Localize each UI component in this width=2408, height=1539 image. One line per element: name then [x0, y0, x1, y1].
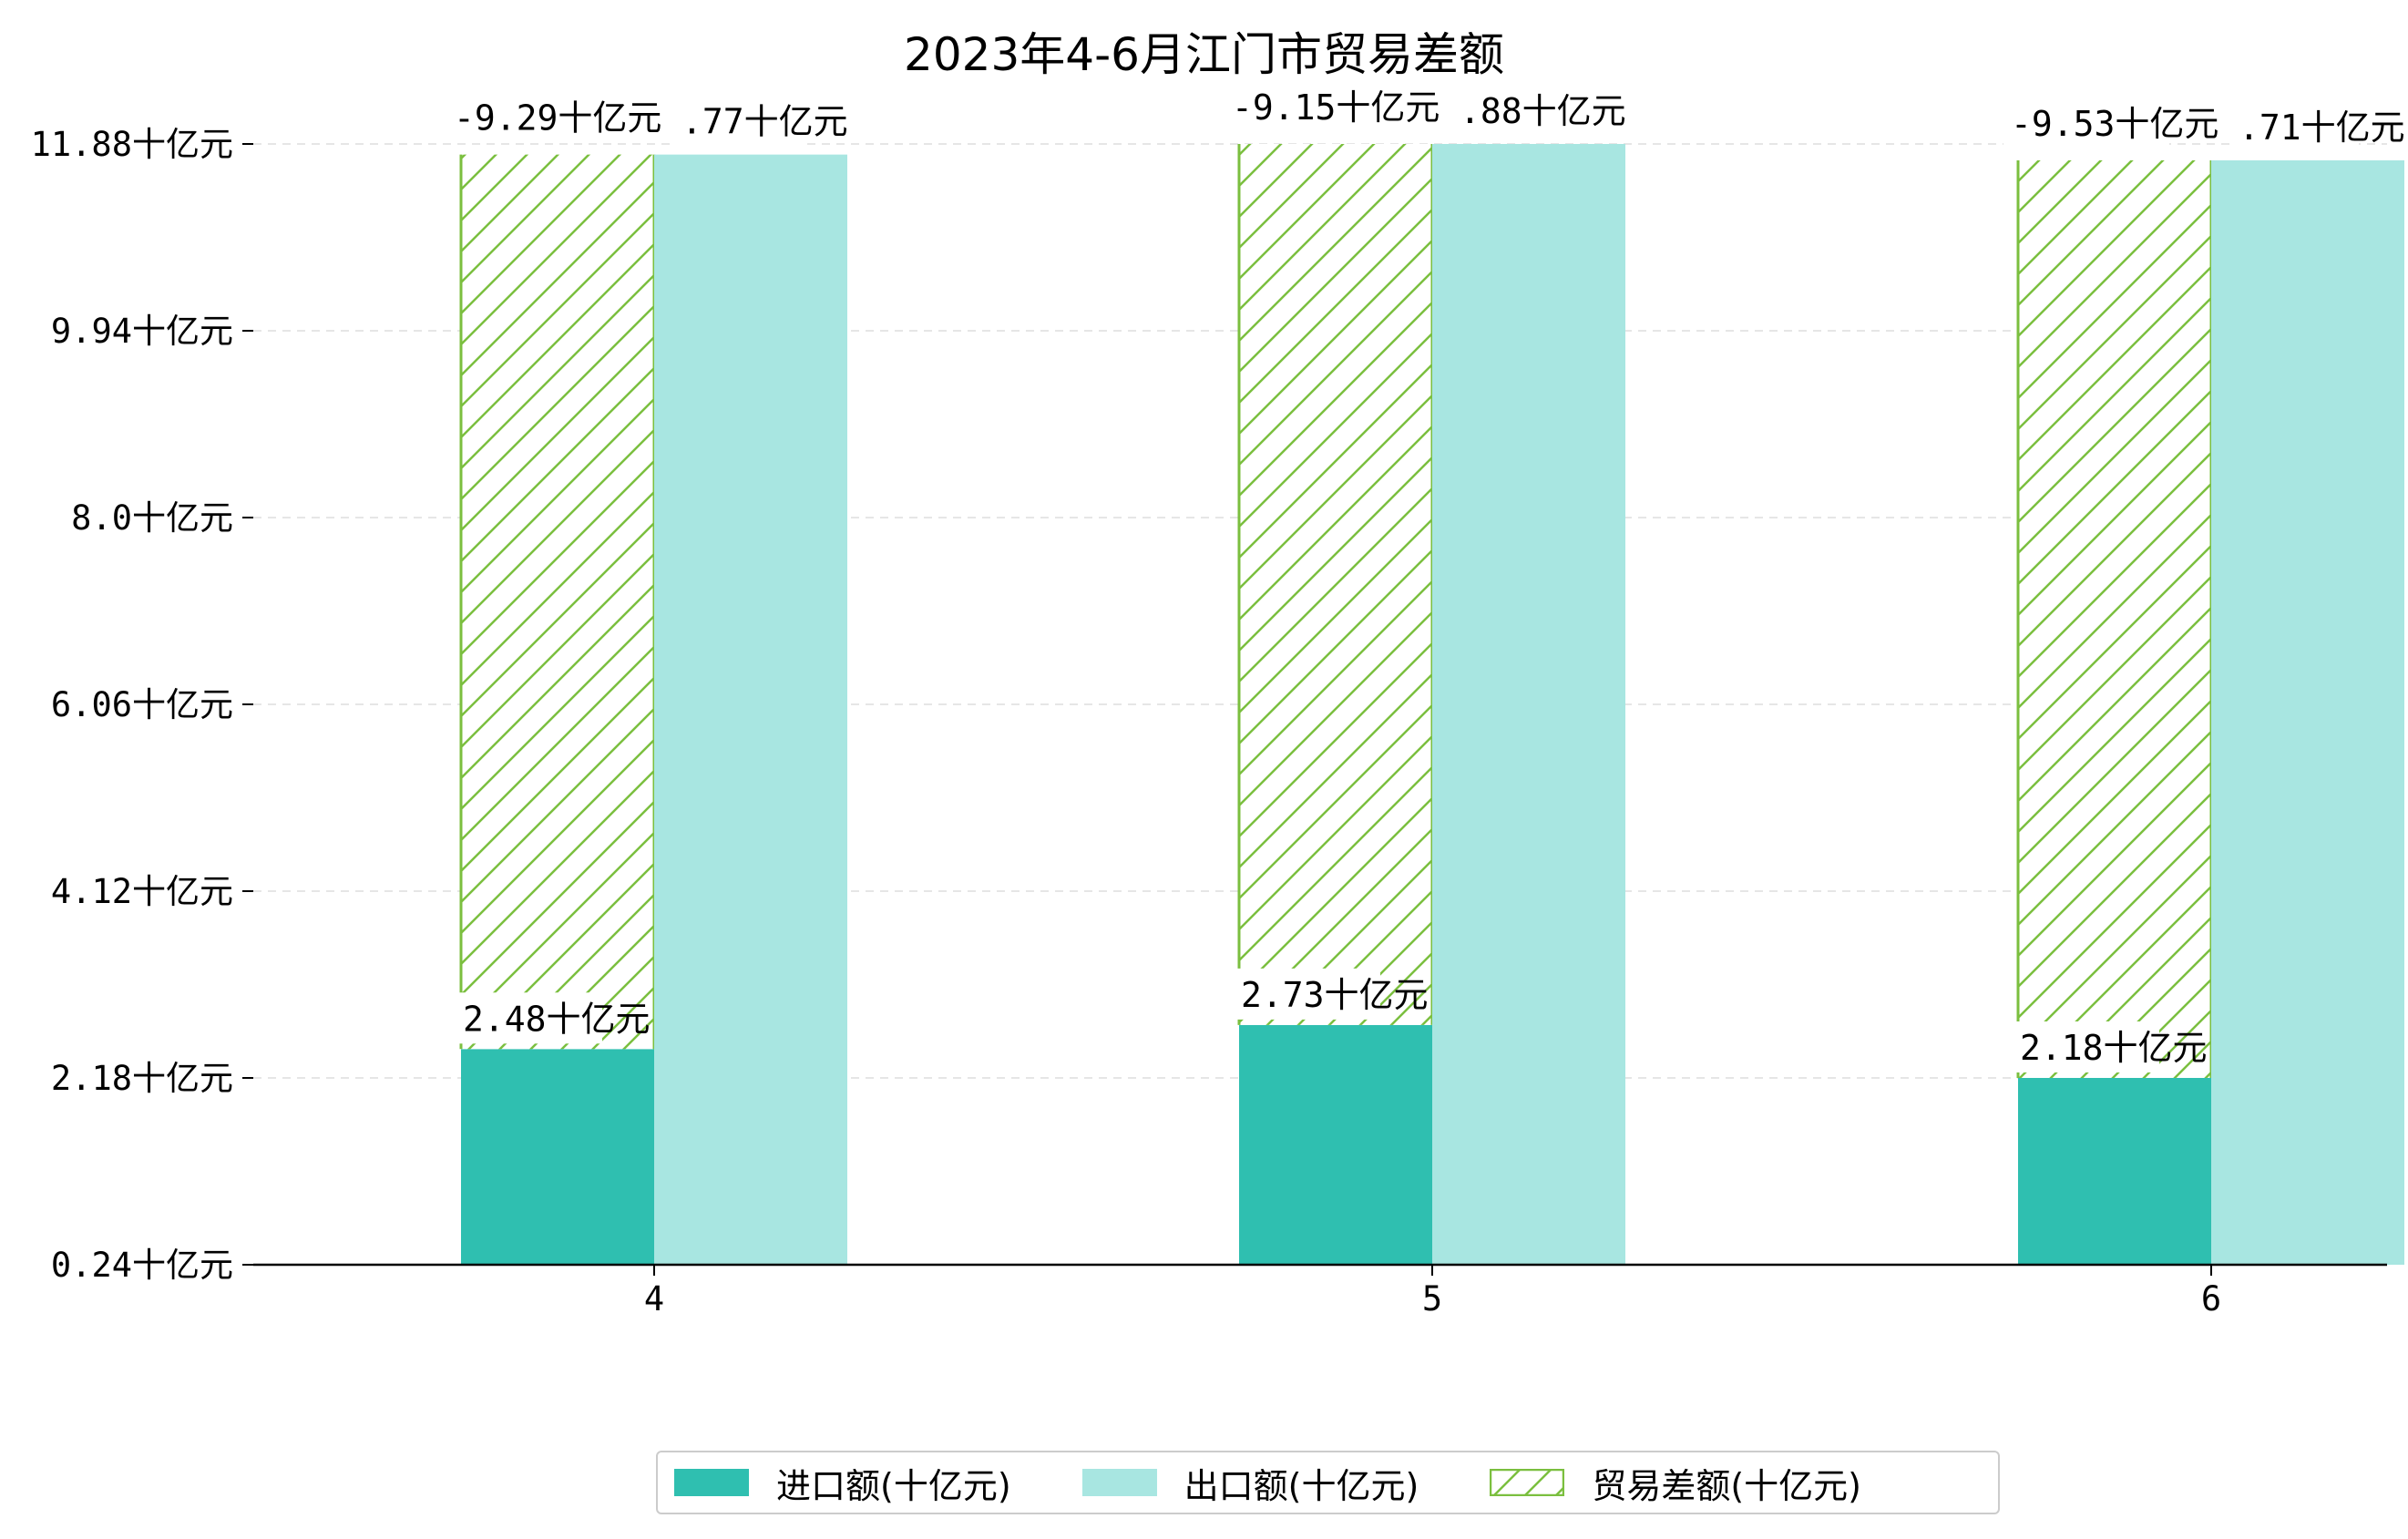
legend-label-export: 出口额(十亿元) — [1184, 1465, 1419, 1506]
legend-swatch-import — [674, 1469, 749, 1496]
data-label-import-bg — [1234, 968, 1380, 1020]
bar-import — [2018, 1078, 2211, 1265]
y-tick-label: 2.18十亿元 — [51, 1059, 233, 1098]
bar-balance — [461, 154, 654, 1050]
legend-label-import: 进口额(十亿元) — [776, 1465, 1011, 1506]
data-label-balance: -9.15十亿元 — [1232, 87, 1440, 128]
chart-title: 2023年4-6月江门市贸易差额 — [904, 28, 1504, 81]
data-label-balance: -9.29十亿元 — [454, 98, 661, 139]
legend-item-balance: 贸易差额(十亿元) — [1490, 1458, 1861, 1508]
legend-label-balance: 贸易差额(十亿元) — [1592, 1465, 1861, 1506]
data-label-import: 2.48十亿元 — [463, 999, 651, 1039]
bar-balance — [1239, 144, 1432, 1025]
data-label-import-bg — [456, 992, 602, 1044]
y-tick-label: 6.06十亿元 — [51, 685, 233, 724]
bar-export — [1432, 144, 1625, 1265]
bar-balance — [2018, 159, 2211, 1078]
data-label-export: .71十亿元 — [2239, 108, 2405, 148]
data-label-import: 2.18十亿元 — [2020, 1028, 2208, 1068]
data-label-balance: -9.53十亿元 — [2011, 104, 2218, 144]
y-tick-label: 4.12十亿元 — [51, 872, 233, 911]
data-label-import-bg — [2013, 1021, 2159, 1072]
x-tick-label: 5 — [1422, 1279, 1442, 1318]
y-tick-label: 11.88十亿元 — [31, 125, 233, 164]
legend-item-import: 进口额(十亿元) — [674, 1458, 1011, 1508]
data-label-balance-bg — [446, 91, 612, 143]
data-label-export-bg — [2231, 100, 2359, 152]
bar-export — [654, 154, 847, 1265]
y-tick-label: 0.24十亿元 — [51, 1246, 233, 1285]
legend: 进口额(十亿元) 出口额(十亿元) 贸易差额(十亿元) — [656, 1451, 2000, 1514]
legend-swatch-export — [1081, 1469, 1157, 1496]
data-label-balance-bg — [2003, 97, 2169, 149]
x-tick-label: 4 — [644, 1279, 664, 1318]
x-tick-label: 6 — [2201, 1279, 2221, 1318]
data-label-export-bg — [1452, 85, 1580, 136]
bar-import — [461, 1049, 654, 1265]
legend-swatch-balance — [1490, 1469, 1565, 1496]
data-label-import: 2.73十亿元 — [1241, 975, 1429, 1015]
legend-item-export: 出口额(十亿元) — [1081, 1458, 1419, 1508]
bar-export — [2211, 159, 2404, 1266]
y-tick-label: 8.0十亿元 — [71, 498, 233, 538]
data-label-export-bg — [674, 95, 802, 147]
bar-import — [1239, 1024, 1432, 1265]
data-label-balance-bg — [1224, 81, 1390, 132]
y-tick-label: 9.94十亿元 — [51, 312, 233, 351]
data-label-export: .77十亿元 — [681, 102, 848, 142]
data-label-export: .88十亿元 — [1460, 91, 1626, 131]
